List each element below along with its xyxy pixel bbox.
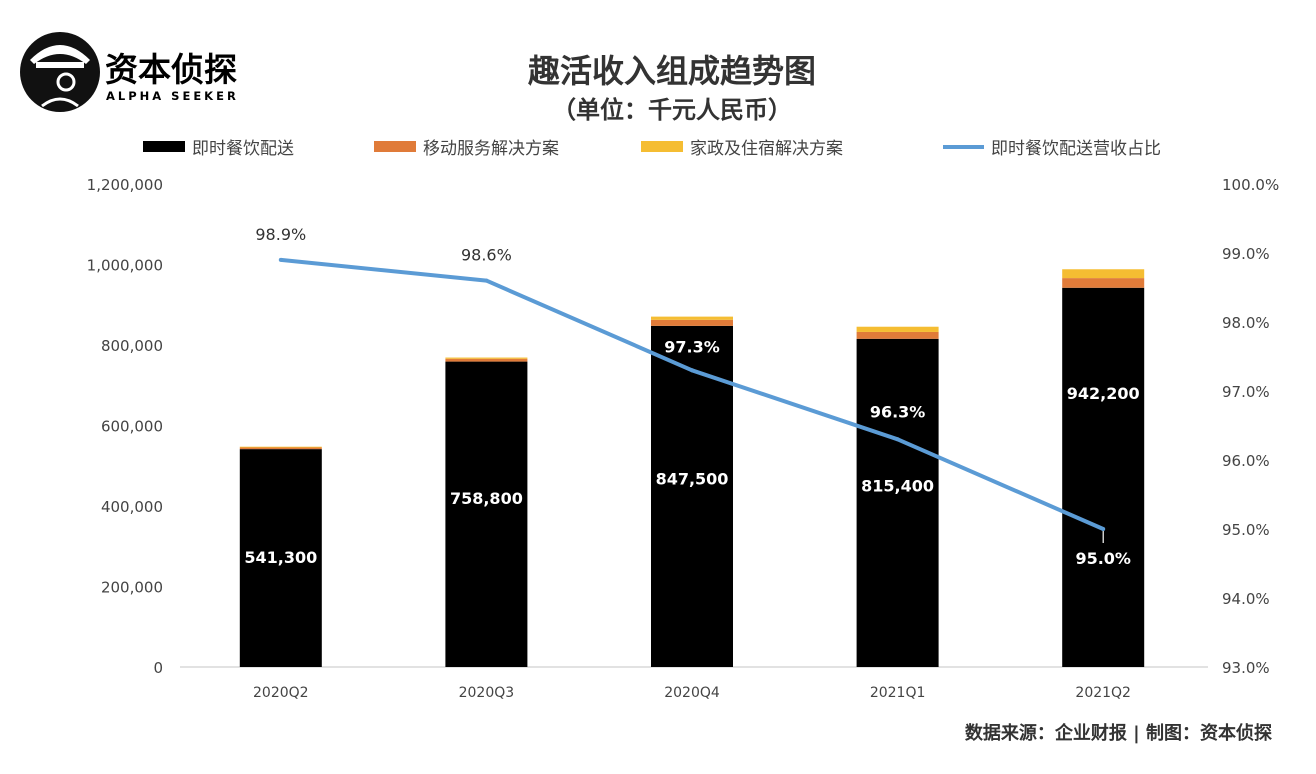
right-tick-label: 97.0% (1222, 383, 1270, 401)
brand-name: 资本侦探 (105, 50, 237, 89)
share-data-label: 98.6% (461, 246, 512, 265)
brand-logo: 资本侦探 ALPHA SEEKER (20, 32, 239, 112)
bar-delivery (445, 361, 528, 667)
bar-mobility (651, 319, 733, 326)
right-tick-label: 95.0% (1222, 521, 1270, 539)
bar-housekeeping (239, 446, 322, 448)
left-tick-label: 0 (153, 659, 163, 677)
share-data-label: 95.0% (1075, 549, 1131, 568)
share-data-label: 96.3% (870, 402, 926, 421)
legend: 即时餐饮配送 移动服务解决方案 家政及住宿解决方案 即时餐饮配送营收占比 (143, 139, 1161, 159)
bar-data-label: 847,500 (656, 469, 729, 488)
legend-swatch-mobility (374, 141, 416, 152)
x-tick-label: 2021Q2 (1075, 685, 1131, 701)
share-point (895, 437, 900, 442)
share-point (484, 278, 489, 283)
right-tick-label: 99.0% (1222, 245, 1270, 263)
brand-tagline: ALPHA SEEKER (106, 89, 239, 103)
bar-data-label: 815,400 (861, 476, 934, 495)
bar-housekeeping (1062, 269, 1145, 279)
right-tick-label: 94.0% (1222, 590, 1270, 608)
share-data-label: 98.9% (255, 225, 306, 244)
share-data-label: 97.3% (664, 337, 720, 356)
hat-icon (30, 45, 90, 64)
hat-brim-icon (36, 62, 84, 68)
right-tick-label: 93.0% (1222, 659, 1270, 677)
share-point (690, 368, 694, 373)
legend-label-housekeeping: 家政及住宿解决方案 (690, 139, 843, 159)
bar-mobility (856, 331, 939, 339)
bars: 541,300 758,800 847,500 815,400 942,200 (239, 269, 1145, 667)
x-tick-label: 2021Q1 (870, 685, 926, 701)
right-tick-label: 100.0% (1222, 176, 1279, 194)
left-axis-ticks: 0 200,000 400,000 600,000 800,000 1,000,000 1,… (87, 176, 163, 677)
bar-housekeeping (445, 357, 528, 359)
legend-label-share: 即时餐饮配送营收占比 (991, 139, 1161, 159)
bar-delivery (651, 325, 733, 667)
left-tick-label: 200,000 (101, 579, 163, 597)
right-axis-ticks: 93.0% 94.0% 95.0% 96.0% 97.0% 98.0% 99.0% 100.0… (1222, 176, 1279, 677)
x-axis-labels: 2020Q2 2020Q3 2020Q4 2021Q1 2021Q2 (253, 685, 1131, 701)
bar-delivery (856, 338, 939, 667)
monocle-icon (56, 72, 76, 92)
bar-delivery (1062, 287, 1145, 667)
left-tick-label: 400,000 (101, 498, 163, 516)
left-tick-label: 800,000 (101, 337, 163, 355)
bar-housekeeping (856, 326, 939, 332)
bar-data-label: 758,800 (450, 489, 523, 508)
share-line-layer: 98.9% 98.6% 97.3% 96.3% 95.0% (255, 225, 1131, 568)
legend-label-mobility: 移动服务解决方案 (423, 139, 559, 159)
chart-subtitle: （单位：千元人民币） (552, 95, 792, 124)
bar-mobility (239, 447, 322, 450)
x-tick-label: 2020Q4 (664, 685, 720, 701)
right-tick-label: 98.0% (1222, 314, 1270, 332)
bar-data-label: 541,300 (244, 548, 317, 567)
source-note: 数据来源：企业财报 | 制图：资本侦探 (965, 722, 1273, 744)
share-point (1101, 527, 1106, 531)
bar-housekeeping (651, 316, 733, 320)
bar-mobility (445, 358, 528, 362)
left-tick-label: 1,200,000 (87, 176, 163, 194)
bar-data-label: 942,200 (1067, 384, 1140, 403)
bar-mobility (1062, 278, 1145, 288)
right-tick-label: 96.0% (1222, 452, 1270, 470)
left-tick-label: 600,000 (101, 418, 163, 436)
left-tick-label: 1,000,000 (87, 257, 163, 275)
legend-label-delivery: 即时餐饮配送 (192, 139, 294, 159)
collar-icon (41, 97, 79, 108)
bar-delivery (239, 449, 322, 667)
legend-swatch-delivery (143, 141, 185, 152)
share-point (278, 257, 283, 262)
x-tick-label: 2020Q2 (253, 685, 309, 701)
legend-swatch-housekeeping (641, 141, 683, 152)
x-tick-label: 2020Q3 (459, 685, 515, 701)
chart-title: 趣活收入组成趋势图 (528, 52, 816, 90)
